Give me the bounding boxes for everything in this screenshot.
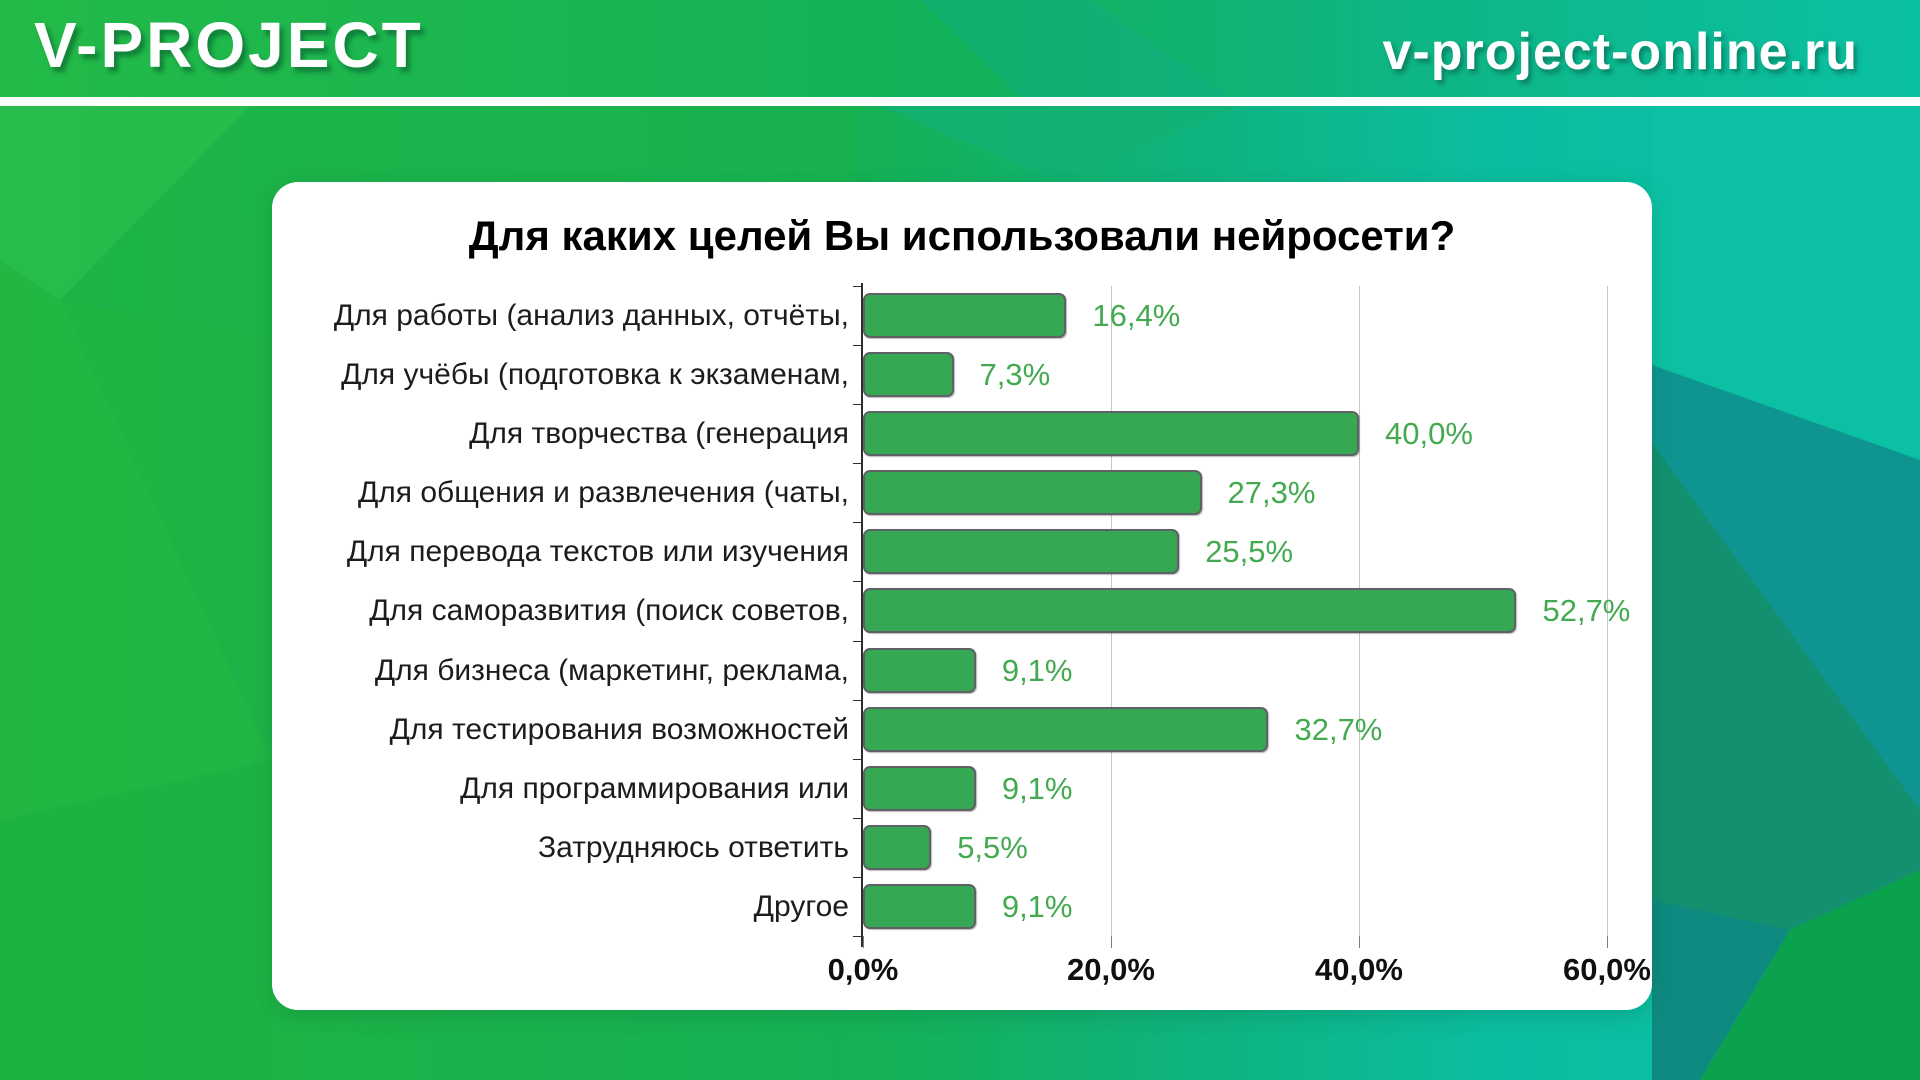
chart-row: 5,5% xyxy=(863,818,1607,877)
category-label: Другое xyxy=(753,889,849,923)
header: V-PROJECT v-project-online.ru xyxy=(0,0,1920,97)
chart-row: 52,7% xyxy=(863,581,1630,640)
chart-row: 32,7% xyxy=(863,700,1607,759)
category-axis-tick xyxy=(853,640,861,642)
x-axis-tick xyxy=(1607,936,1608,948)
chart-row: 9,1% xyxy=(863,759,1607,818)
chart-row: 25,5% xyxy=(863,522,1607,581)
category-label: Затрудняюсь ответить xyxy=(538,830,849,864)
x-axis-tick-label: 0,0% xyxy=(827,952,899,987)
x-axis-tick-label: 40,0% xyxy=(1315,952,1403,987)
bar xyxy=(863,352,954,398)
bar-value-label: 16,4% xyxy=(1092,298,1181,333)
x-axis-tick xyxy=(863,936,864,948)
bar xyxy=(863,647,976,693)
category-axis-tick xyxy=(853,581,861,583)
bar-value-label: 27,3% xyxy=(1227,475,1316,511)
site-url: v-project-online.ru xyxy=(1382,23,1858,81)
category-label: Для перевода текстов или изучения xyxy=(346,535,849,569)
bar-value-label: 9,1% xyxy=(1001,770,1073,806)
chart-row: 9,1% xyxy=(863,877,1607,936)
category-label: Для тестирования возможностей xyxy=(389,712,849,746)
category-axis-tick xyxy=(853,522,861,524)
category-axis-tick xyxy=(853,699,861,701)
bar-value-label: 52,7% xyxy=(1542,593,1631,629)
category-axis-tick xyxy=(853,936,861,937)
bar-value-label: 5,5% xyxy=(957,829,1028,865)
category-label: Для бизнеса (маркетинг, реклама, xyxy=(374,653,849,687)
category-label: Для работы (анализ данных, отчёты, xyxy=(333,299,849,332)
bar-value-label: 9,1% xyxy=(1001,888,1073,924)
brand-logo: V-PROJECT xyxy=(34,9,424,81)
y-axis-line xyxy=(861,283,863,947)
bar xyxy=(863,293,1067,338)
chart-row: 27,3% xyxy=(863,463,1607,522)
bar-value-label: 25,5% xyxy=(1205,534,1294,570)
bar xyxy=(863,706,1269,752)
gridline xyxy=(1607,286,1608,936)
x-axis-tick xyxy=(1111,936,1112,948)
category-axis-tick xyxy=(853,876,861,878)
bar xyxy=(863,588,1517,634)
chart-row: 40,0% xyxy=(863,404,1607,463)
bar xyxy=(863,824,932,870)
bar xyxy=(863,411,1359,457)
bar-value-label: 9,1% xyxy=(1001,652,1073,688)
bar xyxy=(863,529,1180,575)
chart-row: 16,4% xyxy=(863,286,1607,345)
category-label: Для учёбы (подготовка к экзаменам, xyxy=(341,358,849,392)
category-axis-tick xyxy=(853,404,861,406)
category-axis-tick xyxy=(853,817,861,819)
bar-value-label: 40,0% xyxy=(1385,416,1473,452)
category-label: Для общения и развлечения (чаты, xyxy=(357,476,849,510)
bar xyxy=(863,883,976,929)
plot-area: 0,0% 20,0% 40,0% 60,0% 16,4% 7,3% 40,0% 27,3% 25… xyxy=(828,283,1651,987)
category-axis-tick xyxy=(853,286,861,287)
bar-value-label: 32,7% xyxy=(1294,711,1383,747)
category-label: Для творчества (генерация xyxy=(469,417,849,451)
bar xyxy=(863,765,976,811)
category-axis-tick xyxy=(853,463,861,465)
category-labels: Для работы (анализ данных, отчёты, Для уч… xyxy=(294,286,849,936)
bar-value-label: 7,3% xyxy=(979,357,1051,393)
x-axis-tick xyxy=(1359,936,1360,948)
category-label: Для программирования или xyxy=(460,771,849,805)
chart-row: 9,1% xyxy=(863,641,1607,700)
category-axis-tick xyxy=(853,758,861,760)
x-axis-tick-label: 60,0% xyxy=(1563,952,1651,987)
chart-row: 7,3% xyxy=(863,345,1607,404)
bar xyxy=(863,470,1202,516)
x-axis-tick-label: 20,0% xyxy=(1067,952,1155,987)
chart-card: Для каких целей Вы использовали нейросет… xyxy=(272,182,1652,1010)
chart-title: Для каких целей Вы использовали нейросет… xyxy=(468,212,1456,259)
category-axis-tick xyxy=(853,345,861,347)
category-label: Для саморазвития (поиск советов, xyxy=(369,594,849,628)
